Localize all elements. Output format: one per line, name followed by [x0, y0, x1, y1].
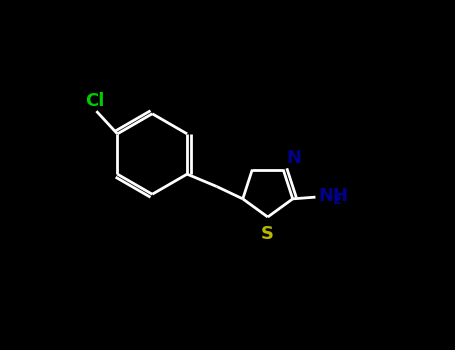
Text: S: S [261, 225, 274, 243]
Text: NH: NH [318, 187, 348, 205]
Text: Cl: Cl [85, 92, 104, 110]
Text: N: N [286, 149, 301, 167]
Text: 2: 2 [333, 194, 341, 207]
